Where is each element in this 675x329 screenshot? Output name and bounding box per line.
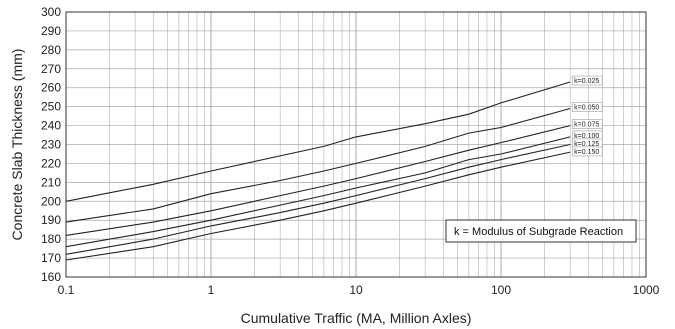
x-axis-title: Cumulative Traffic (MA, Million Axles) [241, 310, 472, 326]
y-tick-label: 180 [41, 232, 61, 246]
x-tick-label: 100 [491, 283, 511, 297]
series-line [65, 136, 571, 248]
y-tick-label: 240 [41, 119, 61, 133]
y-tick-label: 190 [41, 213, 61, 227]
y-axis-title: Concrete Slab Thickness (mm) [9, 49, 25, 241]
curve-label-box [571, 119, 603, 129]
curve-label: k=0.025 [574, 78, 599, 85]
curve-labels: k=0.025 k=0.050 k=0.075 k=0.100k=0.125k=0.1… [571, 75, 603, 157]
curve-label: k=0.125 [574, 141, 599, 148]
annotation-box: k = Modulus of Subgrade Reaction [445, 219, 637, 243]
plot-frame [65, 11, 647, 278]
x-tick-label: 1 [208, 283, 215, 297]
y-tick-label: 220 [41, 156, 61, 170]
y-tick-label: 170 [41, 251, 61, 265]
x-tick-label: 0.1 [58, 283, 75, 297]
series-lines [65, 81, 571, 261]
series-line [65, 107, 571, 223]
y-tick-label: 300 [41, 5, 61, 19]
y-tick-label: 210 [41, 175, 61, 189]
curve-label: k=0.150 [574, 149, 599, 156]
tick-labels: 160 170 180 190 200 210 220 230 240 250 260 270 280 2… [41, 5, 660, 297]
curve-label: k=0.100 [574, 133, 599, 140]
y-tick-label: 160 [41, 270, 61, 284]
series-line [65, 143, 571, 255]
x-tick-label: 1000 [633, 283, 660, 297]
curve-label: k=0.075 [574, 122, 599, 129]
y-tick-label: 200 [41, 194, 61, 208]
series-line [65, 81, 571, 202]
y-tick-label: 230 [41, 138, 61, 152]
annotation-text: k = Modulus of Subgrade Reaction [454, 226, 623, 238]
y-tick-label: 250 [41, 100, 61, 114]
y-tick-label: 280 [41, 43, 61, 57]
annotation-frame [445, 219, 637, 243]
y-tick-label: 260 [41, 81, 61, 95]
y-tick-label: 290 [41, 24, 61, 38]
series-line [65, 151, 571, 261]
curve-label-box [571, 146, 603, 157]
curve-label-box [571, 102, 603, 112]
curve-label-box [571, 75, 603, 86]
series-line [65, 125, 571, 236]
y-tick-label: 270 [41, 62, 61, 76]
x-tick-label: 10 [349, 283, 363, 297]
curve-label: k=0.050 [574, 105, 599, 112]
